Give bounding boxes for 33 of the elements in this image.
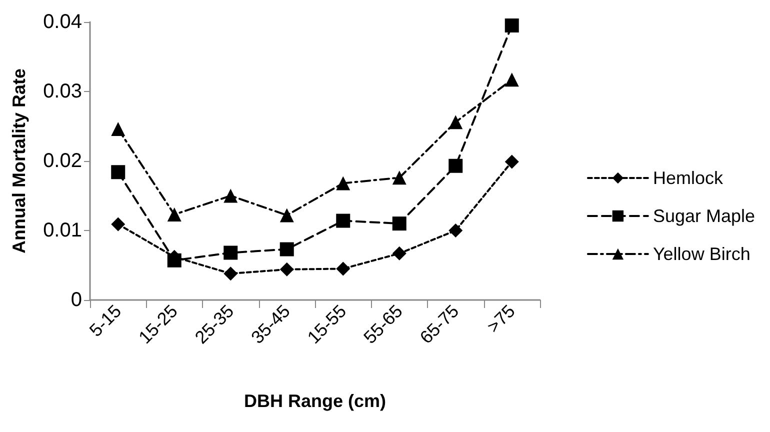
point xyxy=(448,224,463,238)
point xyxy=(504,154,519,169)
point xyxy=(111,122,126,136)
point xyxy=(336,214,350,228)
y-tick-label: 0.03 xyxy=(43,80,82,102)
point xyxy=(224,188,238,203)
point xyxy=(504,72,519,87)
point xyxy=(392,170,406,185)
point xyxy=(336,262,350,276)
point xyxy=(504,18,519,32)
legend-label: Sugar Maple xyxy=(652,206,756,226)
point xyxy=(224,266,238,281)
point xyxy=(224,246,238,260)
point xyxy=(448,158,463,173)
x-axis-title: DBH Range (cm) xyxy=(244,391,386,411)
point xyxy=(280,262,294,276)
y-axis-title: Annual Mortality Rate xyxy=(9,68,29,254)
point xyxy=(280,208,294,222)
x-tick-label: >75 xyxy=(483,300,519,337)
point xyxy=(448,115,463,130)
point xyxy=(392,216,406,231)
point xyxy=(336,176,350,190)
point xyxy=(111,165,126,180)
y-tick-label: 0.04 xyxy=(43,11,82,33)
y-tick-label: 0 xyxy=(70,289,82,311)
point xyxy=(392,246,406,260)
point xyxy=(280,242,294,256)
legend-label: Yellow Birch xyxy=(652,244,750,264)
point xyxy=(111,217,126,232)
y-tick-label: 0.01 xyxy=(43,220,82,242)
y-tick-label: 0.02 xyxy=(43,150,82,172)
legend-label: Hemlock xyxy=(652,168,724,188)
point xyxy=(167,208,182,222)
